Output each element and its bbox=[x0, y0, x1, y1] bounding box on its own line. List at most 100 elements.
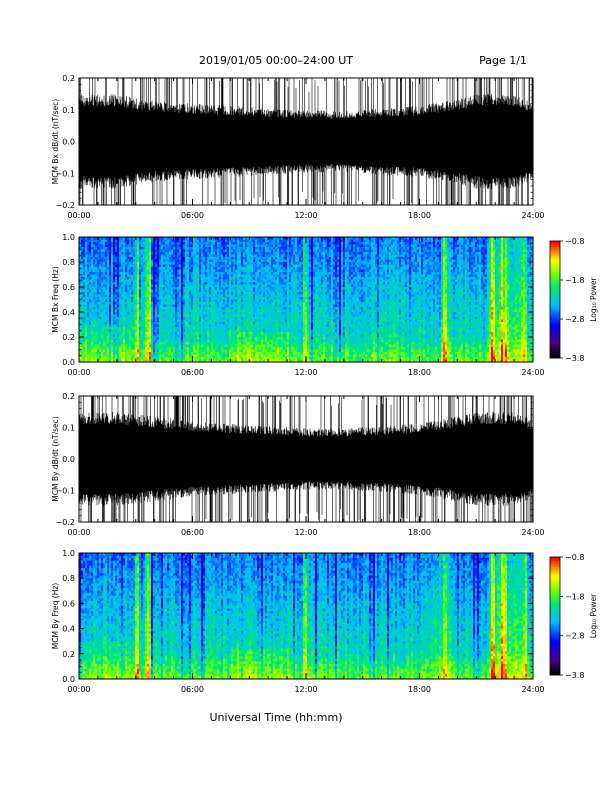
colorbar-step bbox=[550, 610, 560, 613]
colorbar-step bbox=[550, 623, 560, 627]
colorbar-step bbox=[550, 616, 560, 619]
colorbar-step bbox=[550, 260, 560, 263]
colorbar-step bbox=[550, 594, 560, 597]
colorbar-step bbox=[550, 334, 560, 337]
colorbar-step bbox=[550, 649, 560, 652]
colorbar-tick-label: −1.8 bbox=[565, 276, 584, 285]
colorbar-step bbox=[550, 262, 560, 265]
y-tick-label: 0.0 bbox=[62, 138, 75, 147]
x-tick-label: 06:00 bbox=[181, 685, 204, 694]
colorbar-step bbox=[550, 562, 560, 566]
y-tick-label: 0.1 bbox=[62, 424, 75, 433]
x-tick-label: 06:00 bbox=[181, 368, 204, 377]
x-tick-label: 18:00 bbox=[408, 685, 431, 694]
colorbar-step bbox=[550, 612, 560, 615]
colorbar-step bbox=[550, 557, 560, 560]
spectrogram-cells bbox=[79, 237, 534, 363]
x-tick-label: 12:00 bbox=[294, 685, 317, 694]
colorbar-tick-label: −3.8 bbox=[565, 354, 584, 363]
x-tick-label: 24:00 bbox=[521, 368, 544, 377]
colorbar-step bbox=[550, 299, 560, 302]
y-axis-label: MCM Bx Freq (Hz) bbox=[51, 266, 60, 332]
y-tick-label: 0.6 bbox=[62, 599, 75, 608]
y-tick-label: 0.0 bbox=[62, 455, 75, 464]
panels: 0.2 0.1 0.0 −0.1 −0.2 00:00 06:00 12:00 18:00 24:… bbox=[51, 74, 598, 694]
colorbar-step bbox=[550, 342, 560, 345]
spectrogram-2 bbox=[79, 237, 534, 363]
x-tick-label: 18:00 bbox=[408, 368, 431, 377]
colorbar-step bbox=[550, 580, 560, 583]
colorbar-step bbox=[550, 619, 560, 623]
page-number: Page 1/1 bbox=[479, 54, 527, 67]
figure-title: 2019/01/05 00:00–24:00 UT bbox=[199, 54, 353, 67]
colorbar-step bbox=[550, 285, 560, 289]
colorbar-step bbox=[550, 301, 560, 304]
colorbar-step bbox=[550, 311, 560, 314]
colorbar-step bbox=[550, 274, 560, 277]
colorbar-2: −0.8 −1.8 −2.8 −3.8 Log₁₀ Power bbox=[549, 237, 598, 363]
waveform-trace bbox=[78, 78, 533, 205]
x-tick-label: 24:00 bbox=[521, 685, 544, 694]
colorbar-step bbox=[550, 313, 560, 316]
colorbar-step bbox=[550, 350, 560, 353]
waveform-1 bbox=[78, 78, 533, 205]
colorbar-step bbox=[550, 338, 560, 341]
y-tick-label: −0.1 bbox=[56, 169, 75, 178]
panel-axes-1: 0.2 0.1 0.0 −0.1 −0.200:00 06:00 12:00 18:00 24:… bbox=[51, 74, 545, 220]
y-tick-label: 0.2 bbox=[62, 74, 75, 83]
y-tick-label: 0.1 bbox=[62, 106, 75, 115]
colorbar-step bbox=[550, 352, 560, 355]
colorbar-step bbox=[550, 268, 560, 271]
colorbar-tick-label: −1.8 bbox=[565, 592, 584, 601]
colorbar-step bbox=[550, 661, 560, 664]
colorbar-step bbox=[550, 270, 560, 273]
colorbar-step bbox=[550, 574, 560, 578]
spectrogram-4 bbox=[79, 553, 534, 680]
colorbar-frame bbox=[549, 240, 561, 359]
colorbar-step bbox=[550, 629, 560, 633]
colorbar-step bbox=[550, 307, 560, 310]
y-tick-label: 1.0 bbox=[62, 549, 75, 558]
colorbar-step bbox=[550, 588, 560, 591]
colorbar-step bbox=[550, 324, 560, 328]
colorbar-step bbox=[550, 309, 560, 312]
colorbar-tick-label: −2.8 bbox=[565, 315, 584, 324]
colorbar-step bbox=[550, 669, 560, 672]
y-tick-label: −0.2 bbox=[56, 518, 75, 527]
colorbar-label: Log₁₀ Power bbox=[589, 276, 598, 321]
colorbar-step bbox=[550, 651, 560, 654]
colorbar-step bbox=[550, 637, 560, 640]
colorbar-step bbox=[550, 317, 560, 320]
colorbar-tick-label: −0.8 bbox=[565, 237, 584, 246]
colorbar-step bbox=[550, 606, 560, 609]
colorbar-step bbox=[550, 340, 560, 343]
colorbar-step bbox=[550, 293, 560, 296]
colorbar-step bbox=[550, 332, 560, 335]
panel-axes-2: 1.0 0.8 0.6 0.4 0.2 0.000:00 06:00 12:00 18:00 24… bbox=[51, 233, 545, 377]
colorbar-step bbox=[550, 614, 560, 617]
waveform-trace bbox=[78, 396, 533, 522]
colorbar-step bbox=[550, 625, 560, 629]
colorbar-step bbox=[550, 647, 560, 650]
colorbar-label: Log₁₀ Power bbox=[589, 593, 598, 638]
colorbar-step bbox=[550, 326, 560, 330]
x-tick-label: 24:00 bbox=[521, 211, 544, 220]
panel-axes-3: 0.2 0.1 0.0 −0.1 −0.200:00 06:00 12:00 18:00 24:… bbox=[51, 392, 545, 537]
panel-axes-4: 1.0 0.8 0.6 0.4 0.2 0.000:00 06:00 12:00 18:00 24… bbox=[51, 549, 545, 694]
colorbar-step bbox=[550, 289, 560, 293]
colorbar-step bbox=[550, 291, 560, 295]
colorbar-tick-label: −0.8 bbox=[565, 553, 584, 562]
colorbar-step bbox=[550, 568, 560, 572]
x-tick-label: 00:00 bbox=[67, 368, 90, 377]
colorbar-step bbox=[550, 244, 560, 248]
colorbar-step bbox=[550, 558, 560, 562]
x-tick-label: 12:00 bbox=[294, 211, 317, 220]
colorbar-step bbox=[550, 283, 560, 287]
colorbar-step bbox=[550, 241, 560, 244]
colorbar-step bbox=[550, 576, 560, 580]
colorbar-step bbox=[550, 643, 560, 646]
colorbar-step bbox=[550, 295, 560, 298]
colorbar-step bbox=[550, 250, 560, 254]
x-tick-label: 18:00 bbox=[408, 528, 431, 537]
